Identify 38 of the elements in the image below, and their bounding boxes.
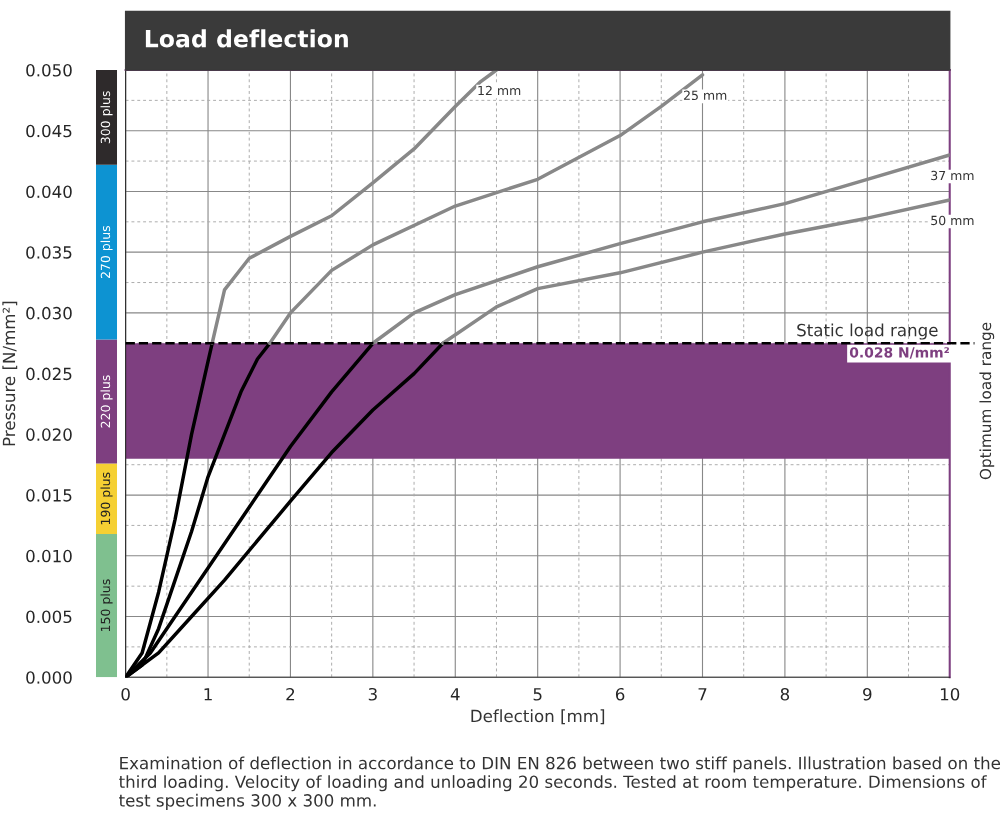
x-tick-label: 10 [940, 687, 960, 701]
x-tick-label: 6 [615, 687, 625, 701]
y-tick-label: 0.035 [26, 246, 72, 259]
y-axis-title: Pressure [N/mm²] [2, 301, 18, 446]
x-tick-label: 1 [204, 688, 212, 701]
series-label: 190 plus [100, 472, 113, 525]
series-label: 50 mm [931, 215, 974, 226]
text: Examination of deflection in accordance to DIN EN 826 between two stiff panels. Illustration based on the third loading. Velocity of loading and unloading 20 seconds. Tested at room temperature. Dimensions of test specimens 300 x 300 mm. [119, 756, 1001, 810]
chart-title: Load deflection [145, 29, 348, 48]
y-tick-label: 0.020 [26, 428, 72, 441]
y-tick-label: 0.010 [26, 549, 72, 563]
x-tick-label: 7 [698, 688, 707, 701]
x-tick-label: 3 [368, 687, 377, 701]
series-label: 150 plus [100, 579, 113, 632]
x-tick-label: 0 [121, 687, 130, 701]
series-label: 12 mm [478, 85, 521, 95]
y-tick-label: 0.030 [26, 306, 72, 320]
band-label: Optimum load range [979, 322, 995, 480]
y-tick-label: 0.050 [26, 63, 72, 77]
x-tick-label: 8 [780, 687, 790, 701]
y-tick-label: 0.000 [26, 671, 72, 684]
x-axis-title: Deflection [mm] [471, 709, 605, 725]
y-tick-label: 0.025 [26, 367, 72, 381]
y-tick-label: 0.045 [26, 124, 72, 138]
series-label: 270 plus [100, 225, 113, 279]
y-tick-label: 0.005 [26, 610, 72, 624]
x-tick-label: 5 [533, 688, 542, 701]
x-tick-label: 2 [286, 687, 295, 701]
annotation: 0.028 N/mm² [849, 347, 949, 359]
y-tick-label: 0.015 [26, 489, 72, 502]
series-label: 37 mm [931, 170, 974, 181]
x-tick-label: 4 [450, 688, 460, 701]
ref-line-label: Static load range [797, 323, 938, 340]
series-label: 300 plus [100, 91, 113, 144]
x-tick-label: 9 [863, 687, 872, 701]
series-label: 220 plus [100, 375, 113, 428]
y-tick-label: 0.040 [26, 185, 72, 199]
series-label: 25 mm [683, 90, 727, 101]
